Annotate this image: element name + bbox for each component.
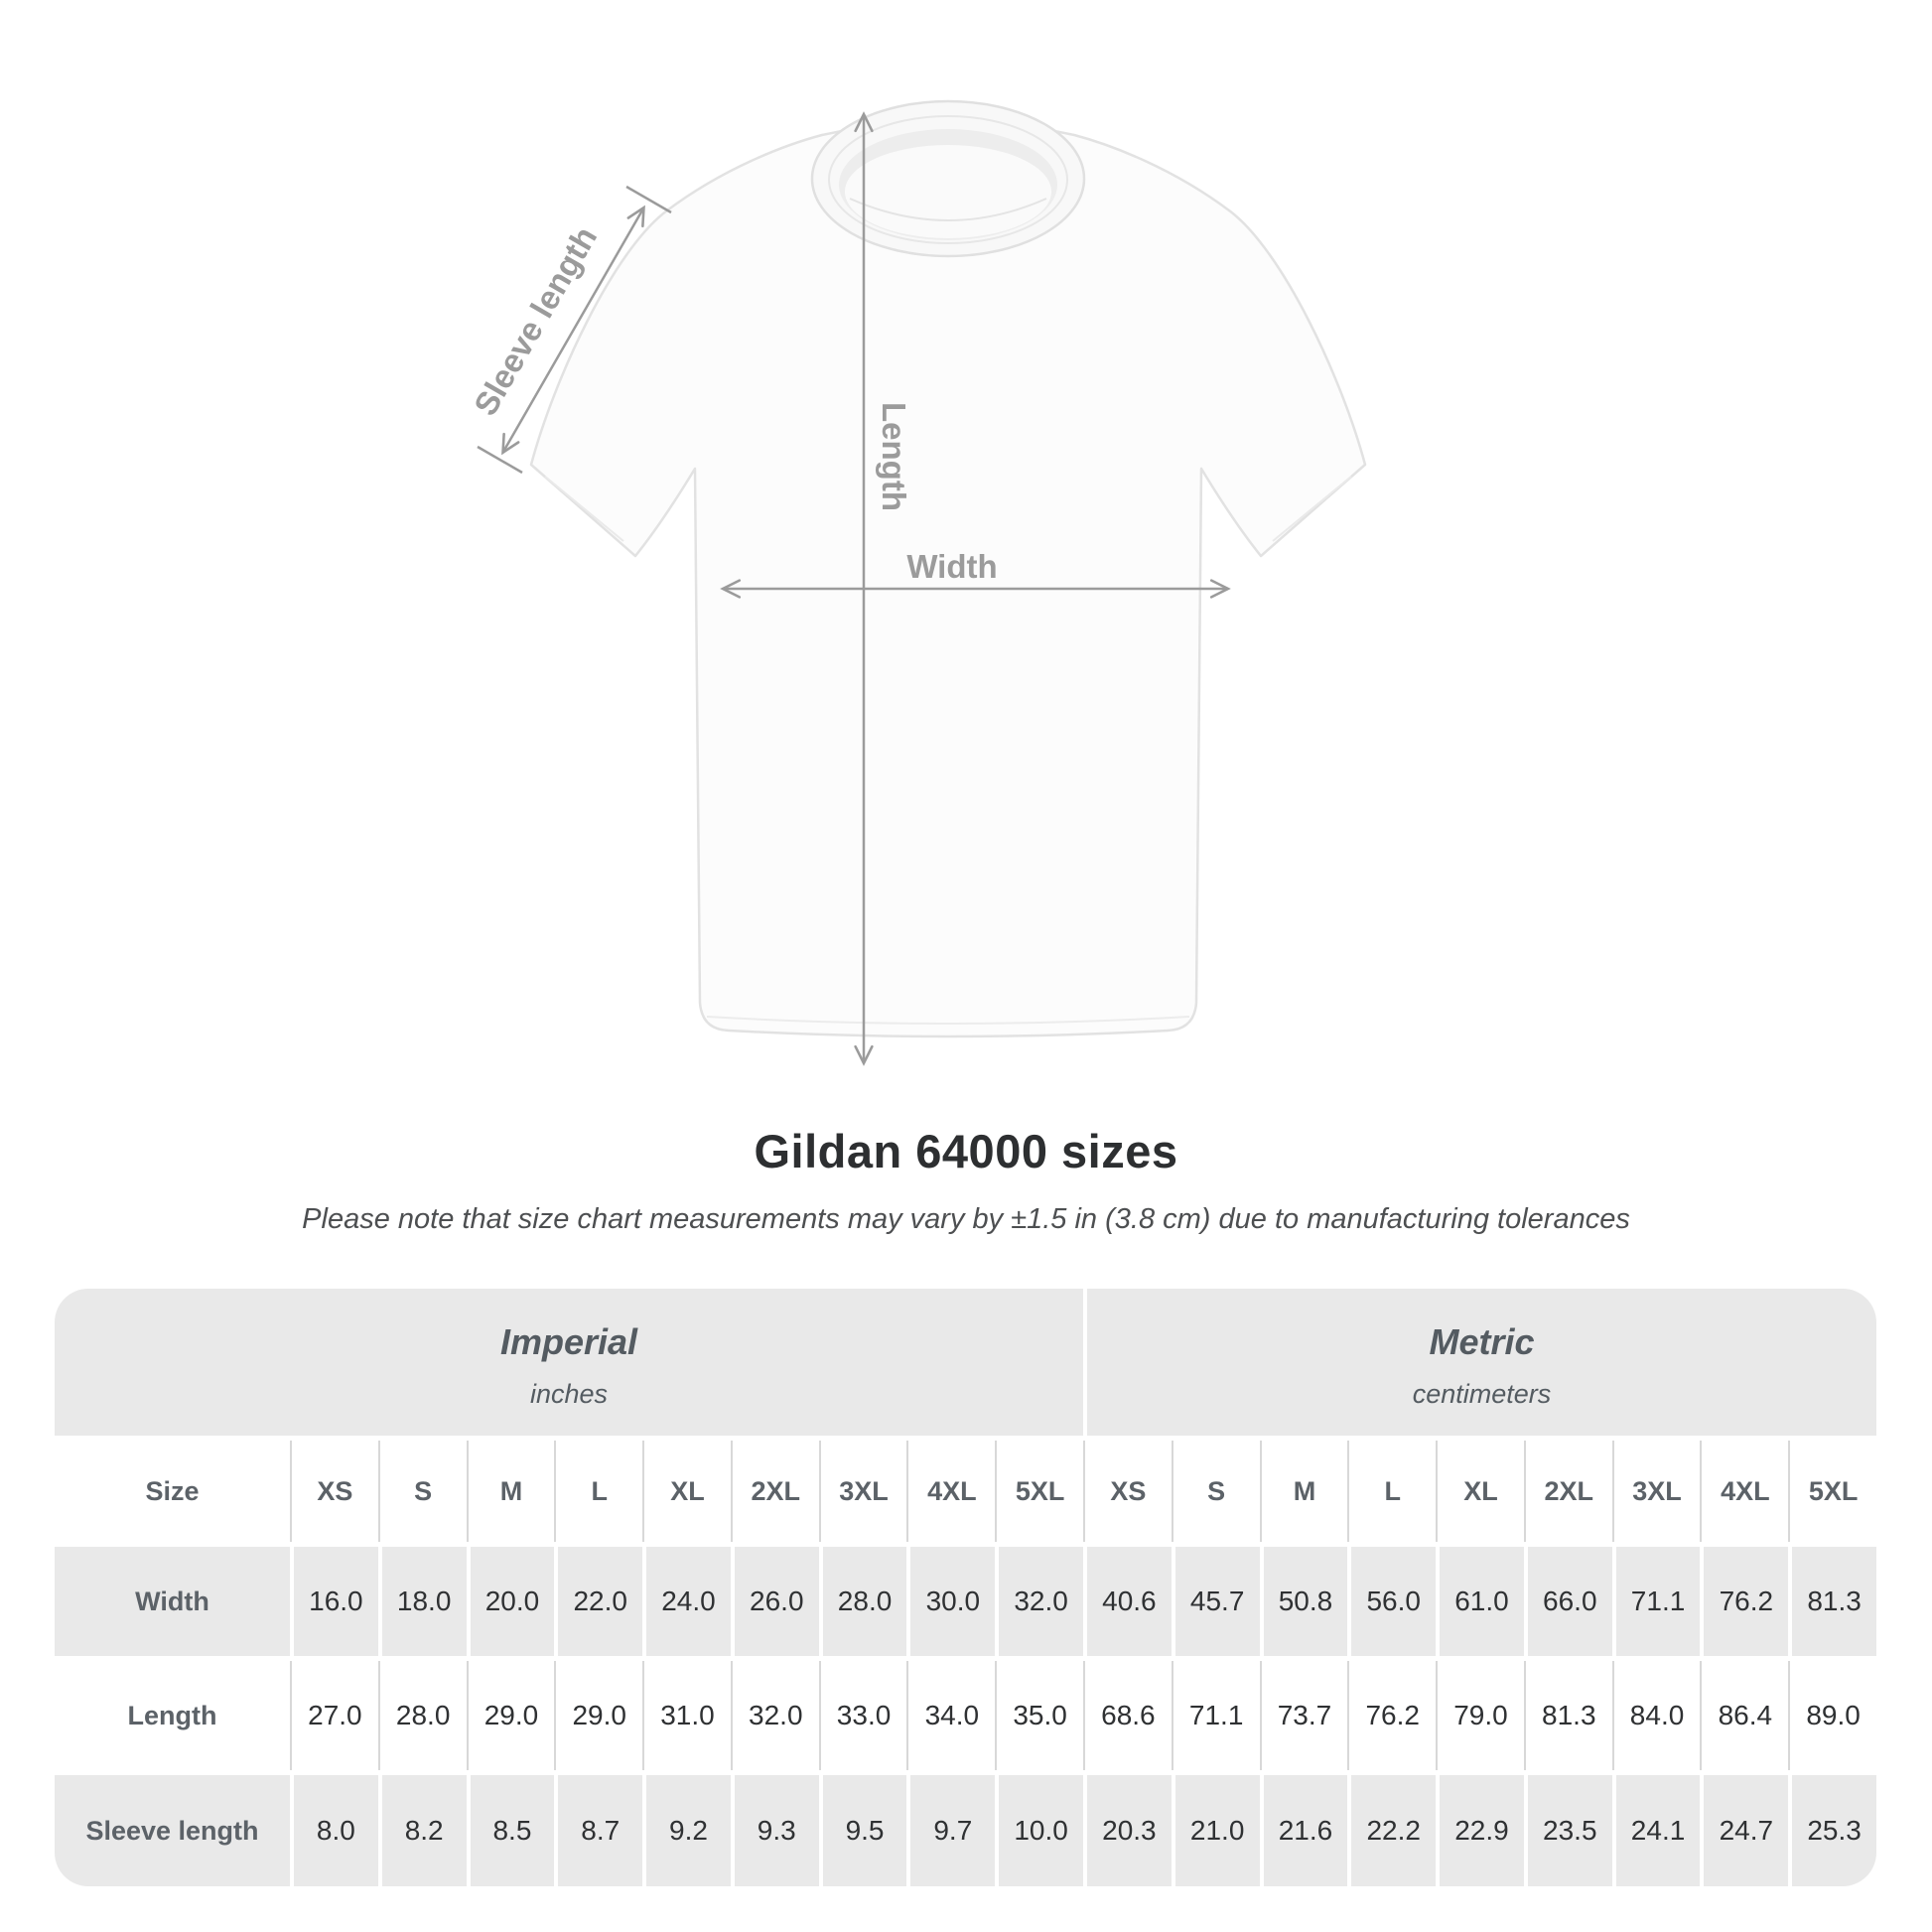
width-metric-xl: 61.0 bbox=[1436, 1547, 1524, 1656]
length-metric-m: 73.7 bbox=[1259, 1661, 1348, 1770]
width-metric-s: 45.7 bbox=[1171, 1547, 1260, 1656]
length-metric-5xl: 89.0 bbox=[1788, 1661, 1876, 1770]
length-imperial-m: 29.0 bbox=[466, 1661, 555, 1770]
length-imperial-2xl: 32.0 bbox=[730, 1661, 819, 1770]
length-metric-xs: 68.6 bbox=[1083, 1661, 1172, 1770]
length-imperial-s: 28.0 bbox=[377, 1661, 467, 1770]
unit-group-metric: Metric centimeters bbox=[1083, 1289, 1876, 1436]
length-metric-xl: 79.0 bbox=[1436, 1661, 1524, 1770]
sleeve-length-imperial-m: 8.5 bbox=[466, 1775, 555, 1886]
sleeve-length-metric-xl: 22.9 bbox=[1436, 1775, 1524, 1886]
length-imperial-xl: 31.0 bbox=[642, 1661, 731, 1770]
sleeve-length-imperial-l: 8.7 bbox=[554, 1775, 643, 1886]
size-header-metric-2xl: 2XL bbox=[1523, 1441, 1612, 1542]
sleeve-length-imperial-xl: 9.2 bbox=[642, 1775, 731, 1886]
width-label: Width bbox=[906, 548, 997, 585]
width-metric-5xl: 81.3 bbox=[1788, 1547, 1876, 1656]
metric-label: Metric bbox=[1429, 1320, 1535, 1362]
sleeve-length-metric-l: 22.2 bbox=[1347, 1775, 1437, 1886]
sleeve-length-metric-5xl: 25.3 bbox=[1788, 1775, 1876, 1886]
width-metric-2xl: 66.0 bbox=[1523, 1547, 1612, 1656]
width-row-label: Width bbox=[55, 1547, 290, 1656]
size-header-metric-xl: XL bbox=[1436, 1441, 1524, 1542]
metric-sublabel: centimeters bbox=[1412, 1378, 1552, 1409]
sleeve-length-metric-2xl: 23.5 bbox=[1523, 1775, 1612, 1886]
sleeve-length-metric-4xl: 24.7 bbox=[1700, 1775, 1789, 1886]
width-metric-m: 50.8 bbox=[1259, 1547, 1348, 1656]
page-subtitle: Please note that size chart measurements… bbox=[302, 1203, 1630, 1235]
size-header-metric-m: M bbox=[1259, 1441, 1348, 1542]
size-header-metric-3xl: 3XL bbox=[1611, 1441, 1701, 1542]
sleeve-length-metric-3xl: 24.1 bbox=[1611, 1775, 1701, 1886]
length-row-label: Length bbox=[55, 1661, 290, 1770]
width-imperial-l: 22.0 bbox=[554, 1547, 643, 1656]
size-header-imperial-l: L bbox=[554, 1441, 643, 1542]
sleeve-length-start-tick bbox=[477, 445, 523, 475]
length-metric-l: 76.2 bbox=[1347, 1661, 1437, 1770]
unit-group-imperial: Imperial inches bbox=[55, 1289, 1083, 1436]
collar bbox=[810, 99, 1086, 258]
length-imperial-xs: 27.0 bbox=[290, 1661, 378, 1770]
width-imperial-xs: 16.0 bbox=[290, 1547, 378, 1656]
length-metric-4xl: 86.4 bbox=[1700, 1661, 1789, 1770]
size-header-imperial-xl: XL bbox=[642, 1441, 731, 1542]
page-title: Gildan 64000 sizes bbox=[754, 1125, 1178, 1177]
size-header-metric-4xl: 4XL bbox=[1700, 1441, 1789, 1542]
length-label: Length bbox=[876, 402, 912, 511]
sleeve-length-metric-s: 21.0 bbox=[1171, 1775, 1260, 1886]
width-imperial-3xl: 28.0 bbox=[818, 1547, 907, 1656]
size-header-label: Size bbox=[55, 1441, 290, 1542]
width-metric-3xl: 71.1 bbox=[1611, 1547, 1701, 1656]
sleeve-length-imperial-3xl: 9.5 bbox=[818, 1775, 907, 1886]
length-metric-2xl: 81.3 bbox=[1523, 1661, 1612, 1770]
length-imperial-4xl: 34.0 bbox=[906, 1661, 996, 1770]
sleeve-length-metric-xs: 20.3 bbox=[1083, 1775, 1172, 1886]
size-header-imperial-xs: XS bbox=[290, 1441, 378, 1542]
length-imperial-5xl: 35.0 bbox=[995, 1661, 1083, 1770]
tshirt-diagram: Sleeve length Length Width bbox=[467, 99, 1367, 1066]
width-imperial-s: 18.0 bbox=[377, 1547, 467, 1656]
imperial-label: Imperial bbox=[499, 1320, 638, 1362]
sleeve-length-row: Sleeve length 8.0 8.2 8.5 8.7 9.2 9.3 9.5 9.7 10.… bbox=[55, 1775, 1876, 1886]
size-header-imperial-5xl: 5XL bbox=[995, 1441, 1083, 1542]
length-row: Length 27.0 28.0 29.0 29.0 31.0 32.0 33.0 34.0 35… bbox=[55, 1661, 1876, 1770]
sleeve-length-row-label: Sleeve length bbox=[55, 1775, 290, 1886]
sleeve-length-dimension-arrow bbox=[501, 205, 645, 456]
length-metric-3xl: 84.0 bbox=[1611, 1661, 1701, 1770]
unit-header-row: Imperial inches Metric centimeters bbox=[55, 1289, 1876, 1436]
width-metric-4xl: 76.2 bbox=[1700, 1547, 1789, 1656]
width-imperial-xl: 24.0 bbox=[642, 1547, 731, 1656]
size-header-imperial-s: S bbox=[377, 1441, 467, 1542]
sleeve-length-end-tick bbox=[625, 185, 672, 214]
size-header-imperial-2xl: 2XL bbox=[730, 1441, 819, 1542]
width-imperial-4xl: 30.0 bbox=[906, 1547, 996, 1656]
imperial-sublabel: inches bbox=[529, 1378, 609, 1409]
sleeve-length-imperial-5xl: 10.0 bbox=[995, 1775, 1083, 1886]
size-header-imperial-m: M bbox=[466, 1441, 555, 1542]
size-header-metric-xs: XS bbox=[1083, 1441, 1172, 1542]
size-header-metric-l: L bbox=[1347, 1441, 1437, 1542]
size-header-metric-5xl: 5XL bbox=[1788, 1441, 1876, 1542]
width-imperial-5xl: 32.0 bbox=[995, 1547, 1083, 1656]
length-imperial-l: 29.0 bbox=[554, 1661, 643, 1770]
width-metric-l: 56.0 bbox=[1347, 1547, 1437, 1656]
width-metric-xs: 40.6 bbox=[1083, 1547, 1172, 1656]
sleeve-length-imperial-4xl: 9.7 bbox=[906, 1775, 996, 1886]
size-header-metric-s: S bbox=[1171, 1441, 1260, 1542]
tshirt-illustration bbox=[529, 99, 1367, 1038]
width-imperial-m: 20.0 bbox=[466, 1547, 555, 1656]
sleeve-length-imperial-2xl: 9.3 bbox=[730, 1775, 819, 1886]
sleeve-length-imperial-s: 8.2 bbox=[377, 1775, 467, 1886]
width-row: Width 16.0 18.0 20.0 22.0 24.0 26.0 28.0 30.0 32.… bbox=[55, 1547, 1876, 1656]
sleeve-length-imperial-xs: 8.0 bbox=[290, 1775, 378, 1886]
length-imperial-3xl: 33.0 bbox=[818, 1661, 907, 1770]
length-metric-s: 71.1 bbox=[1171, 1661, 1260, 1770]
sleeve-length-metric-m: 21.6 bbox=[1259, 1775, 1348, 1886]
width-imperial-2xl: 26.0 bbox=[730, 1547, 819, 1656]
size-header-row: Size XS S M L XL 2XL 3XL 4XL 5XL XS S M L XL 2XL 3XL 4XL… bbox=[55, 1441, 1876, 1542]
size-header-imperial-4xl: 4XL bbox=[906, 1441, 996, 1542]
size-table: Imperial inches Metric centimeters Size … bbox=[55, 1289, 1876, 1886]
size-header-imperial-3xl: 3XL bbox=[818, 1441, 907, 1542]
